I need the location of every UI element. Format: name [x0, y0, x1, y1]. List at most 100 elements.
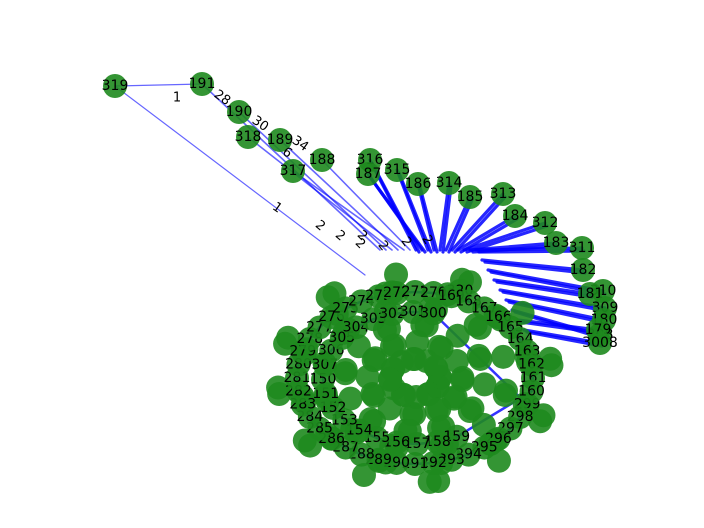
- node-300: [421, 301, 446, 326]
- node-label: 187: [355, 166, 382, 182]
- node-label: 272: [383, 285, 410, 301]
- node-315: [385, 158, 409, 182]
- node-301: [400, 300, 425, 325]
- node-157: [405, 431, 430, 456]
- edge-317-cluster: [292, 170, 405, 251]
- edge-181-cluster-b: [495, 280, 594, 299]
- node-190: [227, 100, 251, 124]
- edge-315-cluster-b: [397, 171, 433, 254]
- node-302: [380, 302, 405, 327]
- node-filler: [472, 372, 497, 397]
- edge-label: 1: [173, 91, 181, 106]
- node-filler: [384, 262, 409, 287]
- node-filler: [426, 469, 451, 494]
- node-270: [421, 281, 446, 306]
- node-label: 185: [457, 189, 484, 205]
- node-filler: [267, 382, 292, 407]
- edge-309-cluster-b: [501, 290, 609, 313]
- node-291: [403, 452, 427, 476]
- node-159: [444, 424, 469, 449]
- node-3008: [588, 331, 612, 355]
- node-filler: [443, 384, 468, 409]
- edge-312-cluster: [462, 221, 547, 252]
- node-label: 186: [405, 176, 432, 192]
- node-label: 184: [502, 208, 529, 224]
- node-filler: [361, 383, 386, 408]
- node-filler: [315, 285, 340, 310]
- edge-318-cluster: [247, 136, 393, 251]
- node-label: 183: [543, 235, 570, 251]
- node-313: [491, 182, 515, 206]
- node-label: 3008: [582, 335, 618, 351]
- node-filler: [450, 365, 475, 390]
- edge-314-cluster-b: [441, 184, 453, 254]
- node-label: 303: [360, 311, 387, 327]
- node-label: 191: [189, 76, 216, 92]
- node-label: 156: [383, 435, 410, 451]
- node-filler: [423, 355, 448, 380]
- node-312: [533, 211, 557, 235]
- node-label: 159: [443, 429, 470, 445]
- node-273: [366, 284, 391, 309]
- node-290: [384, 450, 409, 475]
- node-184: [503, 204, 527, 228]
- node-label: 271: [402, 284, 429, 300]
- node-label: 292: [420, 455, 447, 471]
- node-314: [437, 171, 461, 195]
- node-317: [281, 159, 305, 183]
- node-303: [361, 307, 386, 332]
- node-311: [570, 236, 594, 260]
- node-filler: [425, 373, 450, 398]
- edge-319-cluster: [114, 85, 366, 276]
- node-292: [421, 450, 446, 475]
- node-label: 300: [420, 305, 447, 321]
- node-293: [439, 447, 464, 472]
- node-filler: [493, 378, 518, 403]
- node-filler: [333, 361, 358, 386]
- node-filler: [445, 323, 470, 348]
- edge-179-cluster: [516, 318, 600, 332]
- node-filler: [361, 348, 386, 373]
- edge-319-191: [114, 83, 203, 87]
- node-158: [425, 429, 450, 454]
- node-filler: [392, 383, 417, 408]
- edge-label: 2: [332, 228, 348, 245]
- node-label: 317: [280, 163, 307, 179]
- node-label: 313: [490, 186, 517, 202]
- node-189: [268, 128, 292, 152]
- node-label: 157: [404, 436, 431, 452]
- edge-186-cluster-b: [418, 185, 439, 254]
- node-272: [384, 281, 409, 306]
- edge-3008-cluster: [522, 328, 602, 345]
- node-label: 160: [518, 383, 545, 399]
- node-185: [458, 185, 482, 209]
- node-182: [571, 258, 595, 282]
- node-271: [403, 280, 427, 304]
- node-filler: [491, 344, 516, 369]
- node-label: 181: [577, 286, 604, 302]
- node-319: [103, 74, 127, 98]
- edge-label: 2: [312, 218, 328, 235]
- node-label: 190: [226, 104, 253, 120]
- node-label: 302: [379, 306, 406, 322]
- edge-label: 1: [269, 199, 284, 216]
- edge-label: 2: [375, 238, 392, 254]
- node-label: 311: [569, 240, 596, 256]
- edge-182-cluster-b: [483, 260, 587, 275]
- node-filler: [401, 347, 426, 372]
- node-187: [356, 162, 380, 186]
- edge-311-cluster-b: [477, 249, 586, 254]
- edge-187-cluster-b: [368, 175, 427, 254]
- node-318: [236, 125, 260, 149]
- edge-313-cluster-b: [453, 195, 507, 254]
- node-191: [190, 72, 214, 96]
- node-label: 312: [532, 215, 559, 231]
- node-label: 158: [424, 434, 451, 450]
- node-186: [406, 172, 430, 196]
- node-160: [519, 379, 544, 404]
- node-188: [310, 148, 334, 172]
- node-filler: [538, 346, 563, 371]
- node-filler: [427, 397, 452, 422]
- node-label: 301: [400, 304, 427, 320]
- node-filler: [466, 343, 491, 368]
